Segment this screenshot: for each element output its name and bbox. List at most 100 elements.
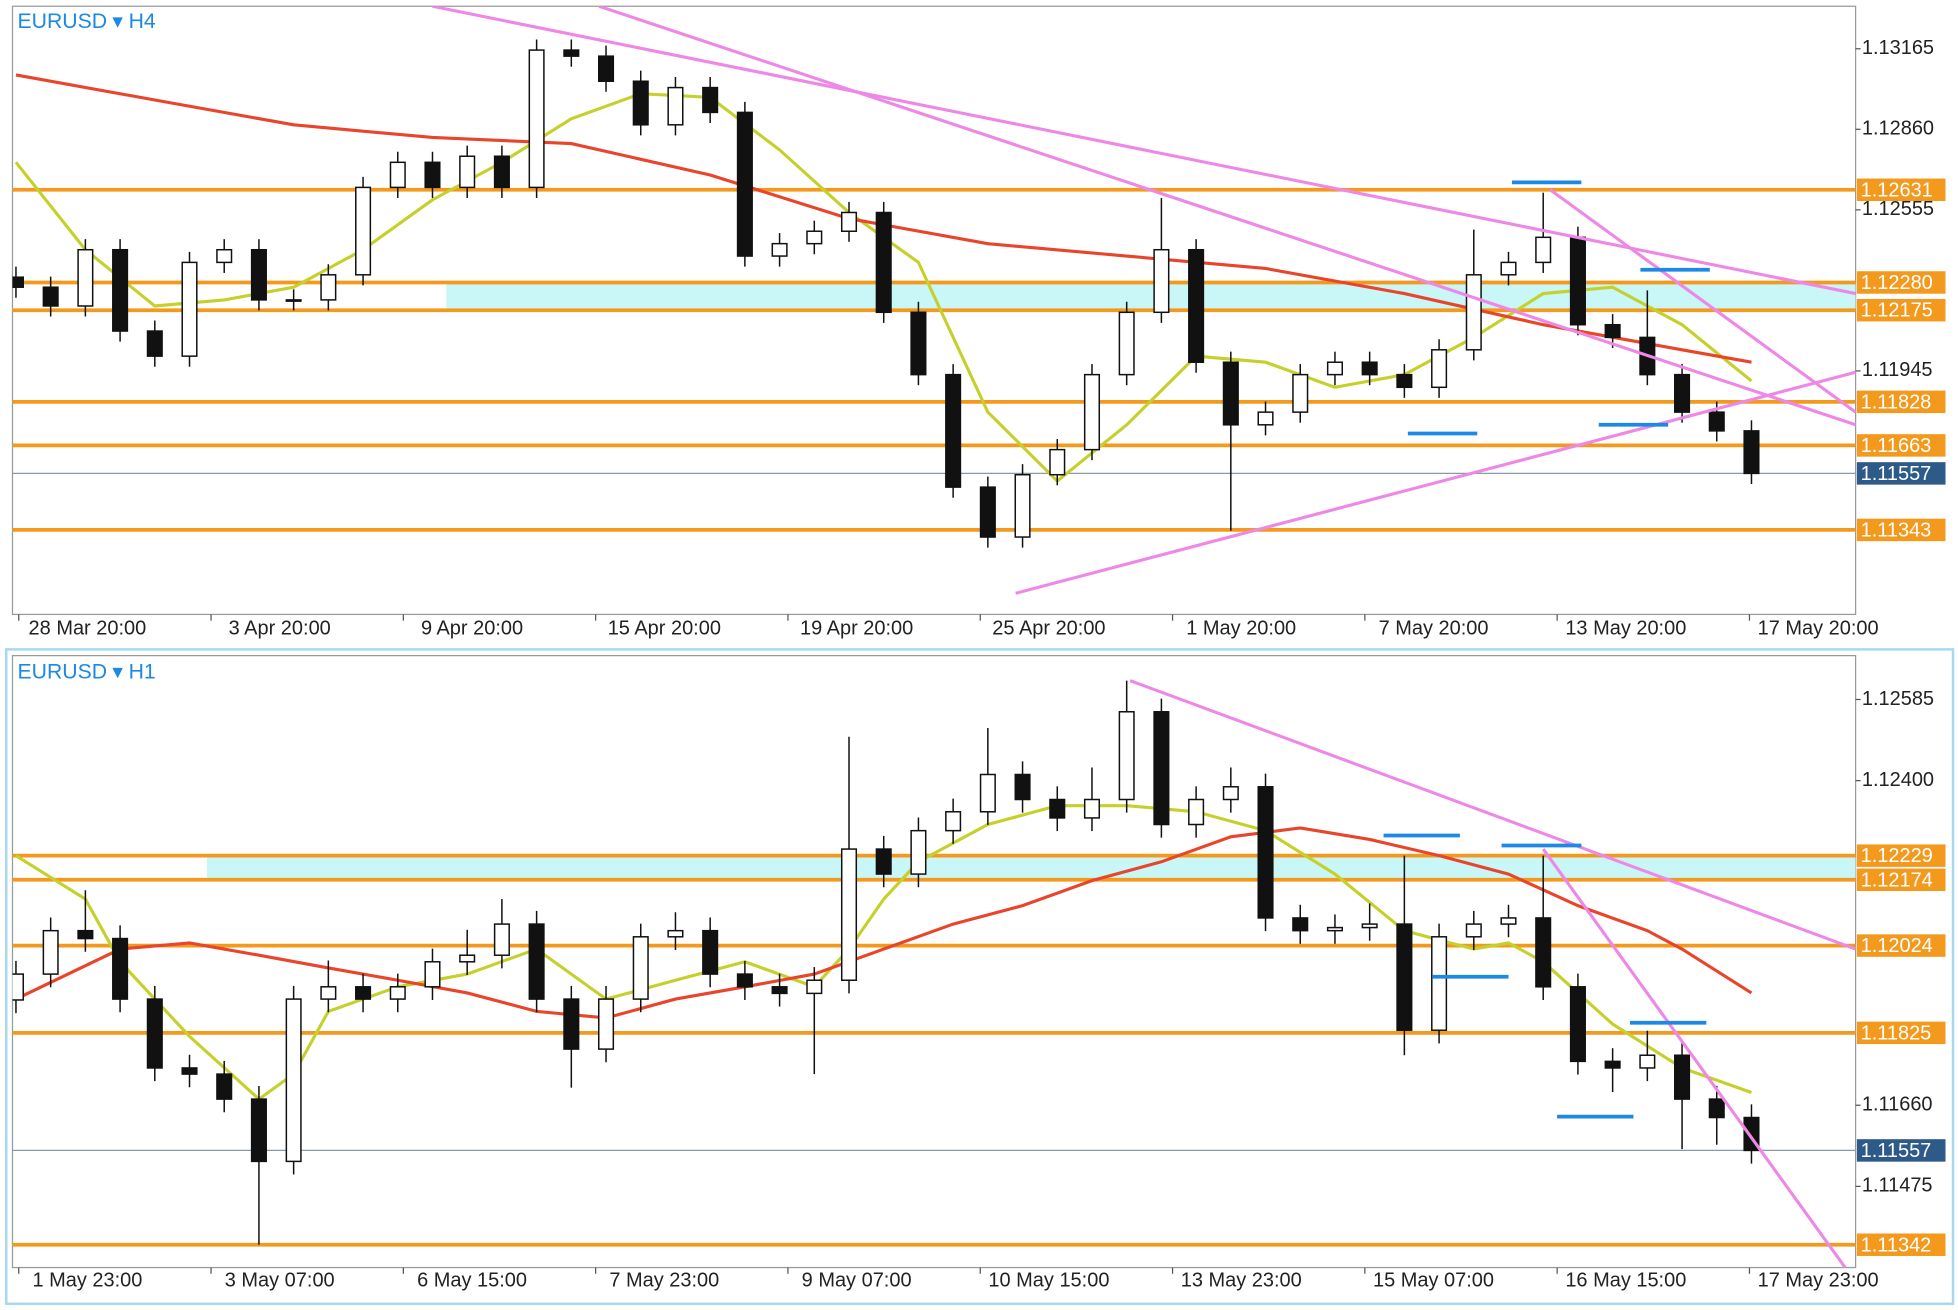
x-tick-label: 7 May 20:00	[1379, 618, 1489, 640]
x-tick-label: 19 Apr 20:00	[800, 618, 913, 640]
candle-body	[1743, 430, 1760, 475]
candle-body	[1674, 373, 1691, 413]
level-label-box	[1856, 1233, 1946, 1256]
candle-body	[1396, 373, 1413, 389]
level-label: 1.11825	[1861, 1022, 1932, 1044]
candle-body	[1118, 311, 1135, 376]
level-label: 1.12175	[1861, 300, 1933, 322]
candle-body	[1257, 786, 1274, 919]
candle-body	[563, 998, 580, 1050]
candle-body	[12, 973, 24, 1001]
candle-body	[1083, 373, 1101, 451]
candle-body	[1118, 711, 1135, 801]
candle-body	[389, 161, 406, 189]
candle-body	[840, 211, 858, 232]
price-label-box	[1856, 462, 1946, 485]
x-tick-label: 13 May 23:00	[1181, 1270, 1302, 1292]
candle-body	[1674, 1054, 1691, 1100]
candle-body	[355, 186, 372, 276]
trendline	[1541, 848, 1847, 1268]
symbol[interactable]: EURUSD	[17, 10, 107, 33]
plot-area	[12, 6, 1856, 595]
dropdown-icon[interactable]: ▾	[112, 661, 123, 684]
candle-body	[945, 811, 962, 832]
candle-body	[12, 276, 24, 288]
candle-body	[702, 86, 719, 114]
candle-body	[1708, 1098, 1725, 1119]
timeframe[interactable]: H1	[129, 661, 156, 684]
candle-body	[910, 829, 927, 875]
x-tick-label: 9 May 07:00	[802, 1270, 912, 1292]
level-label: 1.12174	[1861, 869, 1933, 891]
candle-body	[875, 848, 892, 875]
candle-body	[1361, 923, 1378, 929]
level-label: 1.11828	[1861, 391, 1932, 413]
price-label: 1.11557	[1861, 463, 1932, 485]
level-label-box	[1856, 390, 1946, 414]
level-label-box	[1856, 518, 1946, 542]
candle-body	[1465, 923, 1482, 938]
x-tick-label: 15 Apr 20:00	[608, 618, 721, 640]
candle-body	[1326, 926, 1343, 932]
level-label: 1.12631	[1861, 179, 1933, 201]
level-label: 1.12280	[1861, 272, 1933, 294]
candle-body	[875, 211, 892, 314]
level-label-box	[1856, 844, 1946, 867]
candle-body	[840, 848, 858, 981]
candle-body	[667, 86, 684, 126]
candle-body	[250, 1098, 267, 1163]
candle-body	[1569, 986, 1586, 1063]
candle-body	[77, 929, 94, 940]
candle-body	[1465, 274, 1482, 351]
trendline	[1015, 370, 1856, 595]
candle-body	[1535, 236, 1552, 264]
candle-body	[1292, 917, 1309, 932]
level-label-box	[1856, 868, 1946, 892]
level-label-box	[1856, 434, 1946, 457]
level-label: 1.11342	[1861, 1234, 1932, 1256]
candle-body	[771, 986, 788, 995]
x-tick-label: 10 May 15:00	[988, 1270, 1109, 1292]
candle-body	[1708, 411, 1725, 432]
candle-body	[771, 242, 788, 257]
y-tick-label: 1.12400	[1862, 769, 1934, 791]
y-tick-label: 1.12585	[1862, 688, 1934, 710]
candle-body	[1396, 923, 1413, 1031]
candle-body	[1014, 473, 1031, 538]
dropdown-icon[interactable]: ▾	[112, 10, 123, 33]
h4-panel: 1.13165 1.12860 1.12555 1.11945 1.12631 1.122…	[12, 6, 1946, 640]
level-label-box	[1856, 271, 1946, 294]
candle-body	[424, 961, 441, 988]
candle-body	[216, 248, 233, 264]
candle-body	[1153, 711, 1170, 826]
candle-body	[77, 248, 94, 307]
y-tick-label: 1.13165	[1862, 37, 1934, 59]
zone	[206, 855, 1856, 880]
trendline	[1129, 679, 1856, 951]
candle-body	[493, 923, 510, 956]
candle-body	[355, 986, 372, 1000]
timeframe[interactable]: H4	[129, 10, 156, 33]
candle-body	[1500, 917, 1517, 925]
level-label: 1.11663	[1861, 435, 1932, 457]
candle-body	[493, 155, 510, 189]
y-tick-label: 1.12860	[1862, 118, 1934, 140]
active-panel-frame	[4, 648, 1955, 1306]
candle-body	[459, 954, 476, 963]
candle-body	[389, 986, 406, 1000]
trendline	[1549, 188, 1856, 414]
candle-body	[216, 1073, 233, 1100]
candle-body	[1257, 411, 1274, 426]
candle-body	[42, 286, 59, 307]
level-label-box	[1856, 298, 1946, 322]
candle-body	[320, 274, 337, 301]
candle-body	[1222, 361, 1239, 426]
candle-body	[1153, 248, 1170, 314]
candle-body	[806, 979, 823, 995]
x-tick-label: 3 Apr 20:00	[229, 618, 331, 640]
x-tick-label: 25 Apr 20:00	[992, 618, 1105, 640]
candle-body	[1639, 1054, 1656, 1069]
symbol[interactable]: EURUSD	[17, 661, 107, 684]
candle-body	[979, 486, 996, 538]
